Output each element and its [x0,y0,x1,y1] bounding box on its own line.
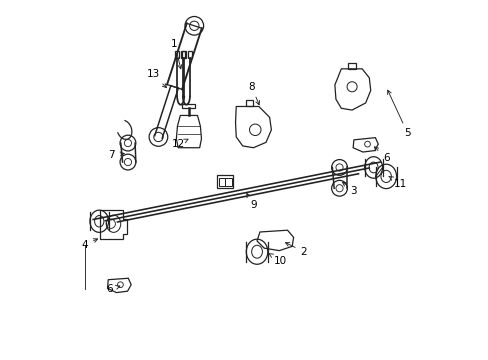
Bar [187,51,192,58]
Bar [217,175,232,188]
Text: 13: 13 [146,69,166,88]
Text: 11: 11 [388,176,407,189]
Text: 6: 6 [106,284,120,294]
Text: 2: 2 [285,243,306,257]
Text: 6: 6 [374,147,388,163]
Bar [219,178,226,186]
Text: 7: 7 [108,150,124,160]
Bar [182,51,186,58]
Text: 10: 10 [268,253,286,266]
Text: 3: 3 [342,182,356,196]
Bar [224,178,231,186]
Text: 4: 4 [81,239,98,249]
Bar [348,63,355,69]
Text: 8: 8 [248,82,259,105]
Text: 5: 5 [387,90,410,138]
Text: 12: 12 [171,139,188,149]
Text: 1: 1 [171,39,182,69]
Text: 9: 9 [246,193,256,210]
Bar [246,100,253,107]
Bar [175,51,179,58]
Bar [182,104,195,108]
Bar [180,51,184,58]
